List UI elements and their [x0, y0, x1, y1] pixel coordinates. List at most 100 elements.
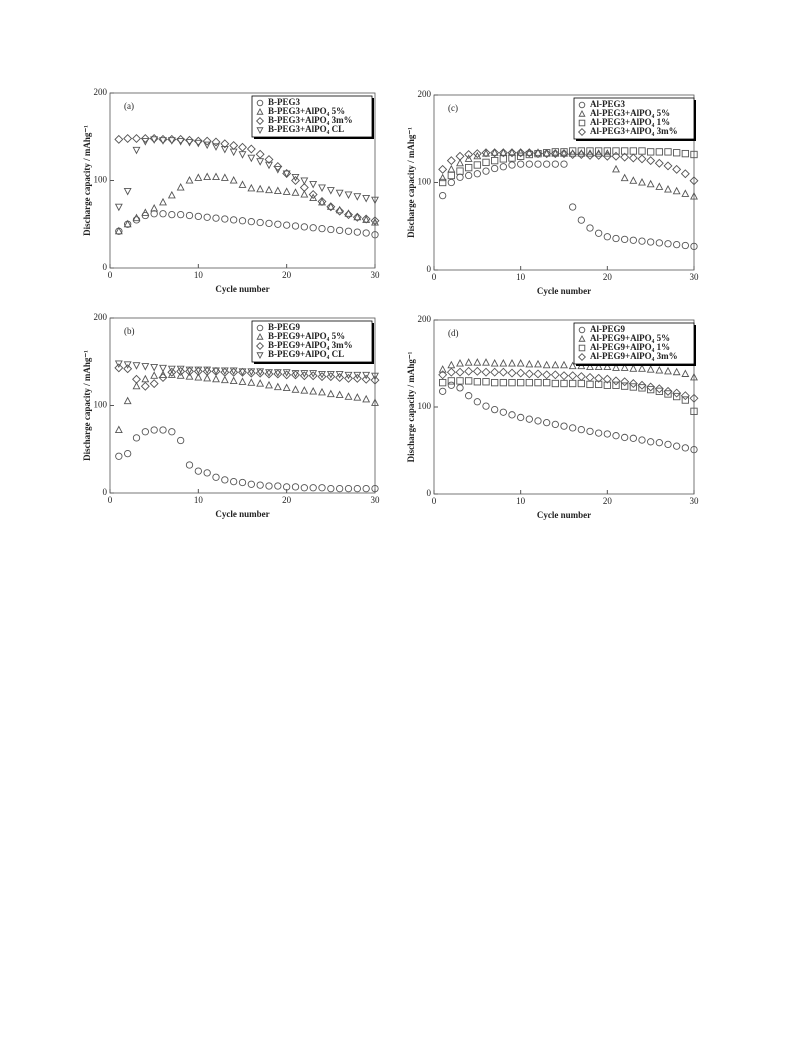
data-point: [465, 392, 473, 400]
data-point: [690, 192, 698, 200]
data-point: [612, 164, 620, 173]
data-point: [185, 366, 194, 375]
data-point: [371, 484, 379, 493]
data-point: [508, 359, 516, 367]
data-point: [132, 216, 141, 224]
data-point: [229, 176, 238, 184]
data-point: [273, 369, 282, 377]
data-point: [274, 482, 282, 490]
data-point: [647, 238, 655, 246]
data-point: [309, 180, 318, 189]
data-point: [283, 221, 291, 229]
data-point: [264, 369, 274, 379]
data-point: [482, 158, 490, 167]
x-tick-label: 10: [516, 272, 526, 282]
data-point: [273, 382, 282, 391]
data-point: [291, 188, 300, 196]
data-point: [446, 367, 456, 377]
data-point: [534, 148, 542, 156]
data-point: [577, 149, 586, 157]
data-point: [371, 398, 379, 406]
y-axis-label: Discharge capacity / mAhg⁻¹: [406, 351, 416, 462]
data-point: [238, 142, 247, 152]
data-point: [282, 383, 291, 392]
data-point: [291, 370, 300, 380]
data-point: [690, 242, 698, 251]
legend-label: B-PEG9+AlPO₄ 5%: [268, 331, 345, 341]
data-point: [256, 379, 265, 387]
data-point: [525, 415, 533, 423]
data-point: [256, 218, 264, 227]
data-point: [491, 378, 499, 387]
data-point: [282, 370, 292, 380]
data-point: [326, 202, 335, 210]
data-point: [525, 359, 534, 368]
data-point: [560, 422, 568, 430]
panel-label: (d): [448, 328, 459, 338]
data-point: [672, 367, 681, 376]
data-point: [194, 366, 203, 375]
y-axis-label: Discharge capacity / mAhg⁻¹: [82, 125, 92, 236]
data-point: [672, 388, 682, 398]
data-point: [655, 182, 664, 190]
data-point: [203, 366, 212, 375]
data-point: [655, 387, 663, 395]
x-tick-label: 20: [603, 272, 613, 282]
data-point: [490, 148, 499, 156]
data-point: [646, 179, 655, 188]
data-point: [194, 139, 203, 148]
data-point: [123, 364, 133, 374]
data-point: [326, 202, 336, 212]
data-point: [300, 190, 309, 198]
data-point: [481, 148, 491, 158]
legend-box: [573, 97, 695, 140]
data-point: [318, 224, 326, 233]
data-point: [291, 385, 300, 393]
data-point: [577, 216, 585, 224]
data-point: [473, 170, 481, 178]
data-point: [603, 381, 611, 389]
data-point: [673, 240, 681, 249]
data-point: [534, 149, 542, 158]
data-point: [603, 149, 612, 157]
data-point: [132, 362, 141, 370]
data-point: [647, 148, 655, 156]
data-point: [508, 161, 516, 169]
data-point: [681, 149, 689, 158]
data-point: [123, 134, 133, 143]
data-point: [621, 382, 629, 390]
data-point: [255, 368, 265, 378]
data-point: [229, 367, 239, 377]
data-point: [508, 148, 516, 156]
legend-marker: [578, 353, 586, 361]
data-point: [447, 164, 456, 173]
data-point: [628, 379, 638, 388]
data-point: [551, 160, 559, 168]
legend-marker: [256, 127, 264, 135]
data-point: [114, 203, 123, 212]
legend-label: Al-PEG3+AlPO₄ 1%: [590, 117, 670, 127]
data-point: [336, 226, 344, 235]
legend-marker: [578, 344, 586, 352]
legend-label: B-PEG9+AlPO₄ CL: [268, 349, 344, 359]
data-point: [344, 191, 353, 199]
data-point: [612, 363, 620, 371]
data-point: [344, 373, 353, 383]
data-point: [490, 367, 500, 377]
data-point: [464, 154, 473, 162]
data-point: [123, 396, 132, 405]
data-point: [353, 212, 362, 221]
data-point: [283, 483, 291, 491]
data-point: [525, 160, 533, 168]
data-point: [611, 376, 621, 386]
data-point: [141, 428, 149, 436]
x-tick-label: 0: [108, 495, 113, 505]
data-point: [193, 366, 203, 376]
data-point: [551, 149, 560, 157]
data-point: [150, 363, 159, 372]
data-point: [212, 214, 220, 222]
legend-label: B-PEG3+AlPO₄ 3m%: [268, 115, 353, 125]
data-point: [473, 358, 482, 366]
data-point: [569, 147, 577, 155]
data-point: [141, 374, 150, 383]
